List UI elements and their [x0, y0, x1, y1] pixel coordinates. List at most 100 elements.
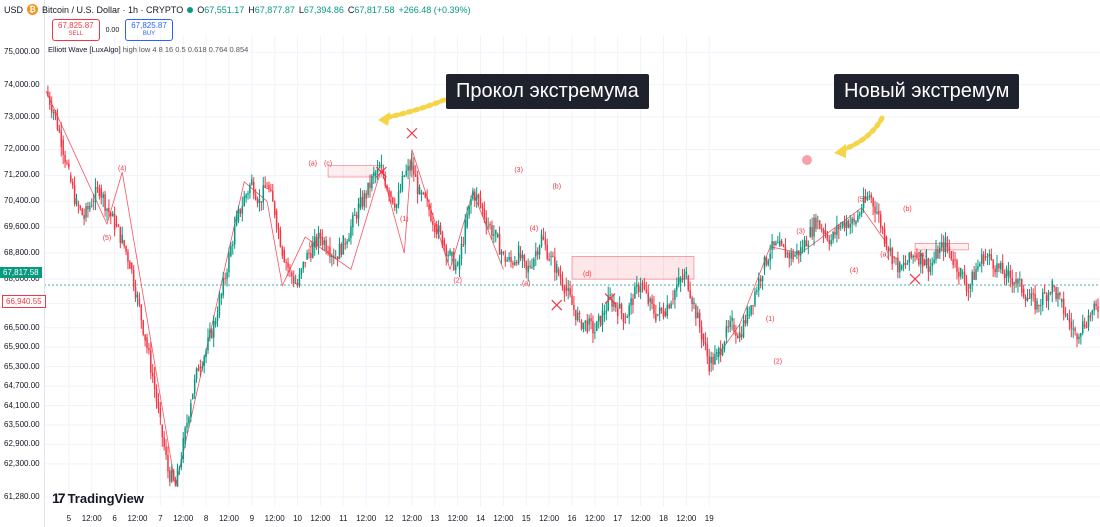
- candle-body: [445, 245, 447, 257]
- candle-body: [588, 318, 590, 325]
- candle-body: [521, 254, 524, 259]
- candle-body: [615, 302, 617, 309]
- candle-body: [592, 321, 594, 334]
- wave-cross-marker: [604, 293, 616, 304]
- candle-body: [925, 258, 928, 266]
- candle-body: [584, 320, 587, 323]
- candle-body: [186, 423, 188, 428]
- candle-body: [47, 91, 49, 97]
- candle-body: [706, 344, 709, 357]
- candle-body: [268, 185, 270, 190]
- candle-body: [474, 191, 476, 201]
- buy-button[interactable]: 67,825.87 BUY: [125, 19, 173, 41]
- candle-body: [454, 264, 457, 270]
- candle-body: [984, 256, 987, 258]
- market-open-icon: [187, 6, 194, 13]
- candle-body: [313, 236, 316, 247]
- candle-body: [906, 263, 909, 265]
- candle-body: [874, 206, 876, 214]
- wave-labels-group: (4) (5) (a) (c) (b) (1) (2) (3) (4) (b) (a) (d) (1) (…: [103, 161, 927, 366]
- candle-body: [94, 187, 97, 202]
- candle-body: [333, 255, 335, 259]
- x-tick-label: 12:00: [81, 514, 102, 523]
- candle-body: [887, 247, 890, 252]
- candle-body: [559, 274, 562, 279]
- candle-body: [817, 220, 819, 222]
- candle-body: [125, 245, 127, 252]
- y-tick-label: 72,000.00: [4, 144, 40, 154]
- indicator-name: Elliott Wave [LuxAlgo]: [48, 45, 121, 54]
- candle-body: [763, 256, 766, 270]
- indicator-legend[interactable]: Elliott Wave [LuxAlgo] high low 4 8 16 0…: [48, 45, 248, 54]
- candle-body: [216, 315, 219, 321]
- candle-body: [1078, 336, 1080, 340]
- wave-label: (a): [880, 251, 889, 258]
- candle-body: [695, 305, 697, 319]
- candle-body: [613, 302, 615, 307]
- candle-body: [1019, 279, 1021, 281]
- candle-body: [908, 252, 911, 263]
- candle-body: [462, 244, 465, 246]
- candle-body: [50, 104, 53, 113]
- candle-body: [355, 214, 358, 219]
- candle-body: [737, 335, 739, 339]
- candle-body: [211, 330, 213, 338]
- candle-body: [725, 326, 728, 338]
- candle-body: [171, 470, 173, 482]
- candle-body: [916, 253, 918, 258]
- candle-body: [784, 247, 787, 258]
- candle-body: [900, 265, 903, 270]
- tradingview-logo[interactable]: 17 TradingView: [52, 490, 144, 506]
- candle-body: [851, 218, 853, 224]
- wave-label: (4): [530, 225, 539, 232]
- symbol-title[interactable]: Bitcoin / U.S. Dollar · 1h · CRYPTO: [42, 4, 184, 15]
- x-tick-label: 5: [66, 514, 72, 523]
- open-key: O: [197, 4, 205, 15]
- candle-body: [1001, 262, 1004, 274]
- candle-body: [881, 227, 884, 229]
- candle-body: [477, 194, 480, 199]
- wave-cross-marker: [909, 273, 921, 285]
- sell-button[interactable]: 67,825.87 SELL: [52, 19, 100, 41]
- candle-body: [748, 314, 751, 316]
- candle-body: [287, 262, 289, 268]
- candle-body: [361, 196, 364, 207]
- candle-body: [820, 228, 823, 231]
- candle-body: [969, 284, 972, 289]
- x-tick-label: 9: [249, 514, 255, 523]
- candle-body: [233, 225, 236, 245]
- candle-body: [811, 227, 813, 237]
- candle-body: [106, 208, 108, 211]
- candle-body: [1089, 315, 1092, 318]
- candle-body: [176, 468, 179, 487]
- candle-body: [365, 193, 367, 199]
- candle-body: [1013, 282, 1015, 285]
- candle-body: [89, 206, 91, 210]
- candle-body: [1022, 288, 1025, 297]
- candle-body: [708, 356, 710, 372]
- candle-body: [475, 194, 478, 201]
- candles-group: [47, 85, 1099, 487]
- y-tick-label: 71,200.00: [4, 170, 40, 180]
- candle-body: [971, 271, 973, 285]
- candle-body: [336, 256, 339, 260]
- candle-body: [138, 298, 141, 305]
- sell-price: 67,825.87: [58, 21, 94, 30]
- candle-body: [1076, 334, 1078, 340]
- candle-body: [466, 215, 468, 228]
- candle-body: [420, 192, 423, 195]
- candle-body: [201, 366, 204, 369]
- candle-body: [292, 276, 295, 284]
- candle-body: [838, 225, 840, 230]
- candle-body: [693, 302, 695, 305]
- candle-body: [792, 252, 794, 260]
- candle-body: [622, 313, 625, 322]
- trade-panel: 67,825.87 SELL 0.00 67,825.87 BUY: [52, 19, 173, 41]
- price-axis[interactable]: [0, 0, 45, 527]
- candle-body: [668, 304, 670, 309]
- candle-body: [359, 196, 362, 208]
- candle-body: [1062, 298, 1065, 314]
- candle-body: [818, 220, 821, 229]
- x-tick-label: 12:00: [310, 514, 331, 523]
